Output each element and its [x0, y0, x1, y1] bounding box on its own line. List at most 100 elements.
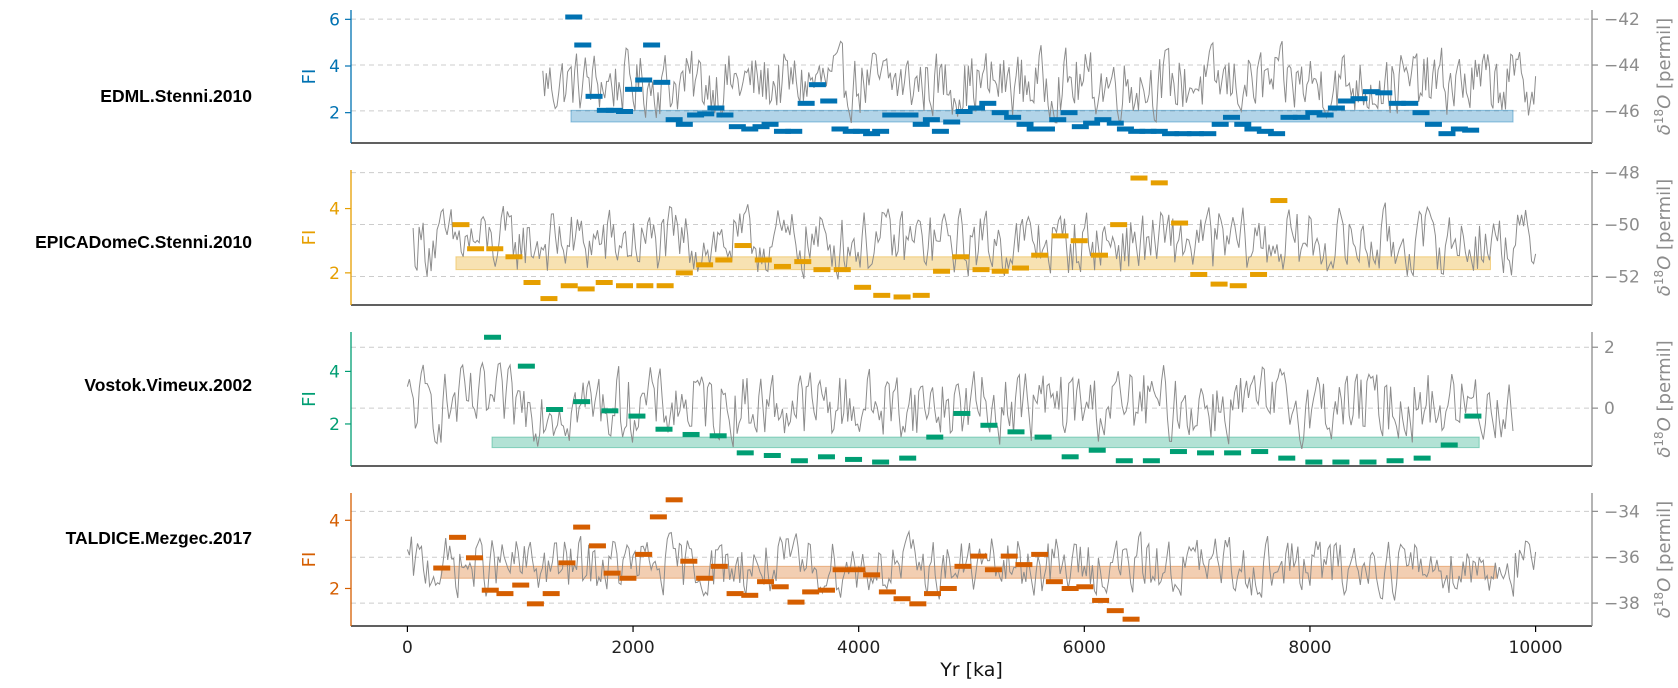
fi-segment — [808, 82, 826, 88]
fi-segment — [757, 579, 775, 585]
fi-segment — [1139, 128, 1157, 134]
record-label-vostok: Vostok.Vimeux.2002 — [84, 375, 252, 395]
fi-segment — [984, 567, 1002, 573]
fi-segment — [635, 77, 653, 83]
right-tick-label: −50 — [1604, 216, 1640, 236]
fi-segment — [878, 589, 896, 595]
fi-segment — [1106, 120, 1124, 126]
right-tick-label: −48 — [1604, 164, 1640, 184]
fi-segment — [1229, 283, 1247, 289]
fi-segment — [1090, 252, 1108, 258]
fi-segment — [912, 292, 930, 298]
fi-segment — [655, 426, 673, 432]
fi-segment — [546, 407, 564, 413]
fi-segment — [560, 283, 578, 289]
fi-segment — [892, 112, 910, 118]
x-tick-label: 6000 — [1063, 638, 1106, 658]
right-tick-label: −38 — [1604, 594, 1640, 614]
fi-segment — [773, 128, 791, 134]
right-tick-label: 0 — [1604, 399, 1615, 419]
right-tick-label: −34 — [1604, 502, 1640, 522]
x-axis-label: Yr [ka] — [939, 659, 1003, 681]
fi-segment — [1000, 553, 1018, 559]
fi-segment — [1045, 579, 1063, 585]
fi-segment — [1150, 180, 1168, 186]
right-axis-label: δ18O [permil] — [1652, 340, 1675, 457]
fi-segment — [741, 592, 759, 598]
fi-segment — [952, 254, 970, 260]
fi-segment — [1412, 110, 1430, 116]
fi-tick-label: 2 — [329, 579, 340, 599]
fi-segment — [558, 560, 576, 566]
fi-segment — [1076, 584, 1094, 590]
fi-segment — [1012, 265, 1030, 271]
fi-segment — [696, 262, 714, 268]
fi-segment — [1350, 96, 1368, 102]
fi-segment — [484, 334, 502, 340]
fi-segment — [1251, 449, 1269, 455]
fi-segment — [1083, 120, 1101, 126]
fi-segment — [922, 117, 940, 123]
fi-segment — [991, 268, 1009, 274]
fi-segment — [1162, 131, 1180, 137]
d18o-trace — [412, 202, 1537, 280]
fi-segment — [505, 254, 523, 260]
fi-segment — [736, 450, 754, 456]
fi-tick-label: 4 — [329, 362, 340, 382]
fi-band — [491, 436, 1480, 449]
fi-segment — [1106, 608, 1124, 614]
fi-segment — [682, 431, 700, 437]
fi-segment — [716, 112, 734, 118]
fi-segment — [848, 567, 866, 573]
fi-segment — [1413, 455, 1431, 461]
fi-segment — [955, 109, 973, 114]
fi-segment — [1034, 434, 1052, 440]
fi-segment — [1234, 121, 1252, 127]
right-axis-label: δ18O [permil] — [1652, 18, 1675, 135]
fi-segment — [636, 283, 654, 289]
fi-segment — [687, 112, 705, 118]
fi-segment — [573, 399, 591, 405]
right-tick-label: −52 — [1604, 267, 1640, 287]
fi-segment — [1338, 98, 1356, 104]
fi-segment — [1211, 121, 1229, 127]
right-tick-label: −46 — [1604, 102, 1640, 122]
fi-segment — [526, 601, 544, 607]
fi-segment — [953, 410, 971, 416]
fi-segment — [845, 456, 863, 462]
right-tick-label: −44 — [1604, 56, 1640, 76]
fi-segment — [1222, 114, 1240, 120]
fi-segment — [1280, 114, 1298, 120]
fi-axis-label: FI — [299, 230, 320, 246]
fi-segment — [1332, 459, 1350, 465]
fi-segment — [1197, 450, 1215, 456]
fi-segment — [628, 413, 646, 419]
x-tick-label: 4000 — [837, 638, 880, 658]
fi-segment — [873, 292, 891, 298]
fi-segment — [596, 107, 614, 113]
fi-segment — [1094, 117, 1112, 123]
fi-segment — [785, 128, 803, 134]
fi-segment — [496, 591, 514, 597]
fi-segment — [1316, 112, 1334, 118]
fi-segment — [1060, 110, 1078, 116]
fi-segment — [754, 257, 772, 263]
right-axis-label: δ18O [permil] — [1652, 179, 1675, 296]
fi-segment — [1031, 551, 1049, 557]
fi-segment — [1171, 220, 1189, 226]
fi-segment — [1122, 616, 1140, 622]
fi-tick-label: 4 — [329, 57, 340, 77]
fi-segment — [863, 131, 881, 137]
fi-segment — [707, 105, 725, 111]
fi-segment — [577, 286, 595, 292]
fi-segment — [1210, 281, 1228, 287]
fi-segment — [449, 534, 467, 540]
right-tick-label: 2 — [1604, 338, 1615, 358]
fi-segment — [616, 283, 634, 289]
fi-segment — [832, 567, 850, 573]
fi-segment — [1386, 458, 1404, 464]
fi-segment — [709, 433, 727, 439]
fi-segment — [643, 42, 661, 48]
fi-segment — [1150, 128, 1168, 134]
